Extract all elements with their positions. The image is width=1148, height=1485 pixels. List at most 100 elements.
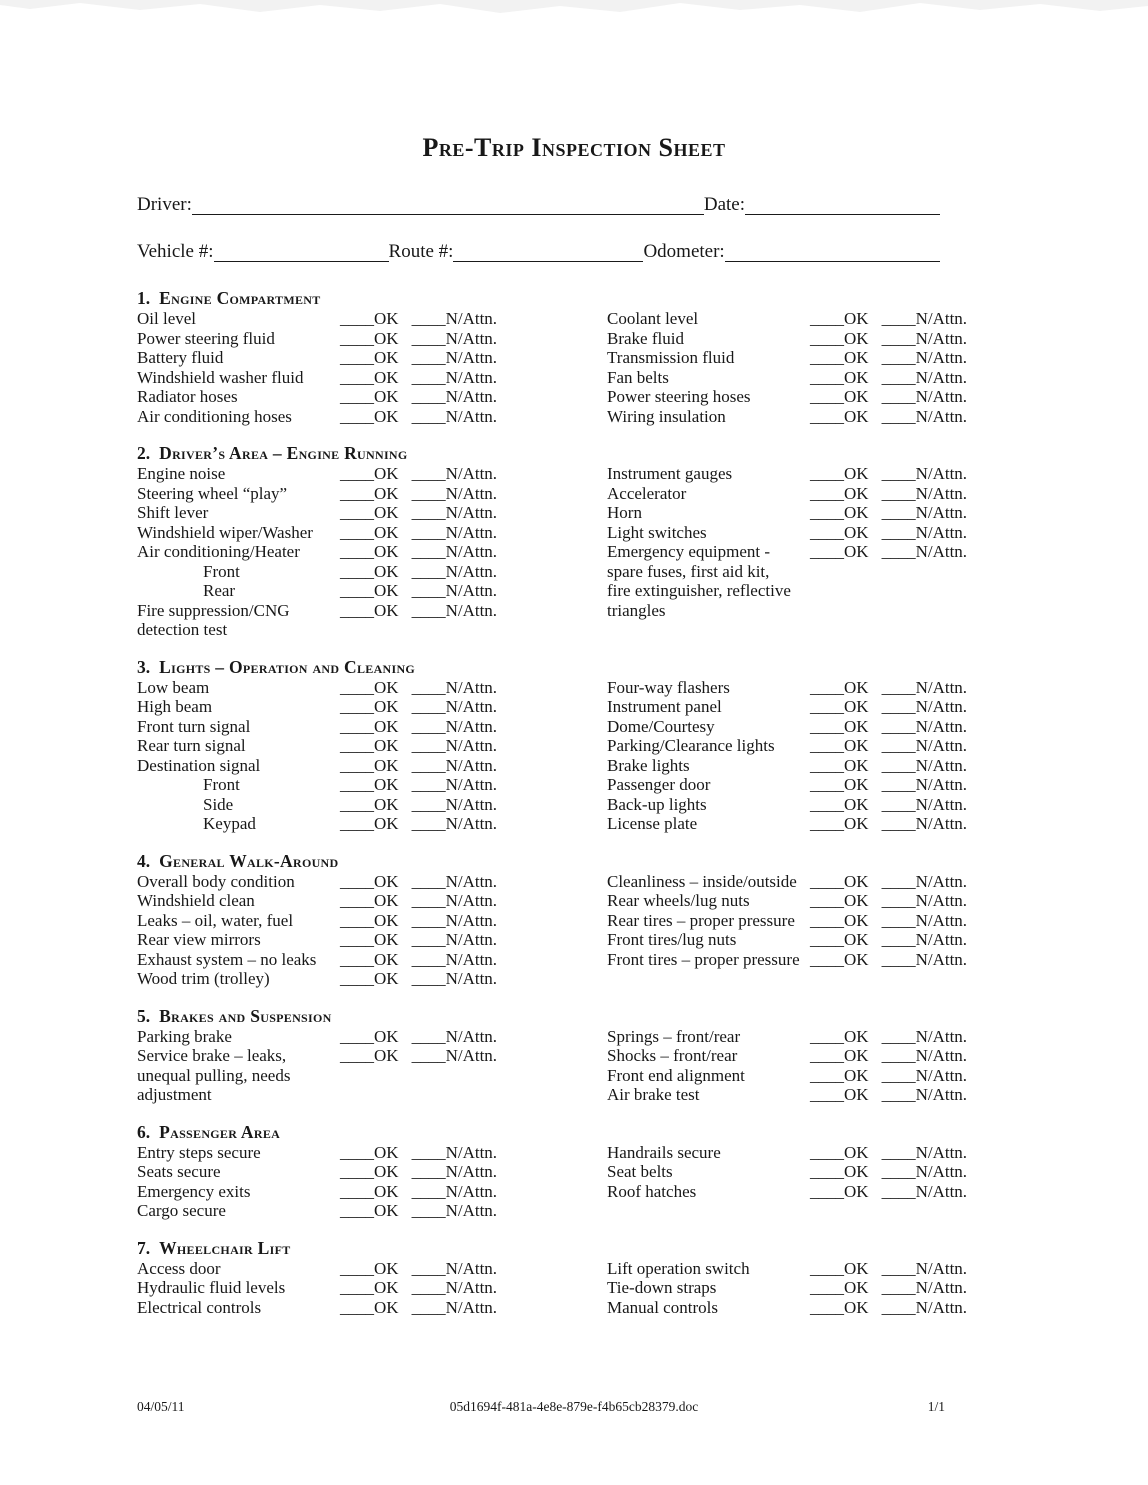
ok-blank-line: ____ <box>810 910 844 930</box>
nattn-blank-line: ____ <box>881 309 916 328</box>
ok-nattn-blanks: ____OK ____N/Attn. <box>340 542 607 562</box>
item-label: Dome/Courtesy <box>607 716 715 736</box>
item-label: Air brake test <box>607 1085 700 1104</box>
ok-blank-line: ____ <box>810 503 844 522</box>
ok-label: OK <box>844 464 869 483</box>
date-label: Date: <box>703 194 745 215</box>
item-label: Handrails secure <box>607 1142 721 1162</box>
ok-label: OK <box>374 755 399 775</box>
nattn-label: N/Attn. <box>915 755 968 775</box>
item-label: Battery fluid <box>137 348 224 367</box>
ok-blank-line: ____ <box>810 794 844 814</box>
ok-label: OK <box>844 697 869 716</box>
ok-label: OK <box>844 930 869 949</box>
item-label: Exhaust system – no leaks <box>137 949 317 969</box>
ok-nattn-blanks: ____OK ____N/Attn. <box>340 736 607 756</box>
nattn-label: N/Attn. <box>915 697 968 716</box>
nattn-label: N/Attn. <box>915 1278 968 1297</box>
ok-label: OK <box>374 930 399 949</box>
nattn-label: N/Attn. <box>445 406 498 426</box>
ok-blank-line: ____ <box>810 755 844 775</box>
ok-label: OK <box>844 328 869 348</box>
item-label: adjustment <box>137 1085 212 1104</box>
nattn-blank-line: ____ <box>411 930 446 949</box>
nattn-label: N/Attn. <box>445 1278 498 1297</box>
ok-label: OK <box>374 561 399 581</box>
nattn-label: N/Attn. <box>915 736 968 755</box>
nattn-blank-line: ____ <box>411 949 446 969</box>
odometer-label: Odometer: <box>643 241 725 262</box>
section-heading: 7. Wheelchair Lift <box>137 1237 977 1259</box>
ok-nattn-blanks: ____OK ____N/Attn. <box>810 503 970 523</box>
ok-label: OK <box>844 775 869 794</box>
ok-nattn-blanks: ____OK ____N/Attn. <box>810 911 970 931</box>
checklist-row: Cargo secure ____OK ____N/Attn. <box>137 1201 977 1221</box>
ok-blank-line: ____ <box>810 367 844 387</box>
nattn-blank-line: ____ <box>411 1297 446 1317</box>
ok-blank-line: ____ <box>810 483 844 503</box>
item-label: Four-way flashers <box>607 677 730 697</box>
item-label: Fire suppression/CNG <box>137 600 290 620</box>
checklist-row: Windshield clean ____OK ____N/Attn. Rear wh… <box>137 891 977 911</box>
nattn-blank-line: ____ <box>881 736 916 755</box>
ok-label: OK <box>374 406 399 426</box>
item-label: Light switches <box>607 522 707 542</box>
ok-label: OK <box>844 794 869 814</box>
ok-nattn-blanks: ____OK ____N/Attn. <box>340 1278 607 1298</box>
ok-nattn-blanks: ____OK ____N/Attn. <box>340 464 607 484</box>
footer-filename: 05d1694f-481a-4e8e-879e-f4b65cb28379.doc <box>449 1399 699 1414</box>
nattn-label: N/Attn. <box>445 871 498 891</box>
section-1: 1. Engine Compartment Oil level ____OK ____N… <box>137 287 977 426</box>
ok-blank-line: ____ <box>340 561 374 581</box>
ok-label: OK <box>844 483 869 503</box>
item-label: Hydraulic fluid levels <box>137 1278 286 1297</box>
checklist-row: unequal pulling, needs Front end alignmen… <box>137 1066 977 1086</box>
nattn-blank-line: ____ <box>881 406 916 426</box>
ok-blank-line: ____ <box>340 367 374 387</box>
nattn-label: N/Attn. <box>915 814 968 833</box>
ok-label: OK <box>374 309 399 328</box>
ok-blank-line: ____ <box>810 1258 844 1278</box>
nattn-label: N/Attn. <box>445 1026 498 1046</box>
item-label: Keypad <box>203 814 256 833</box>
nattn-label: N/Attn. <box>915 1026 968 1046</box>
nattn-blank-line: ____ <box>411 1258 446 1278</box>
ok-nattn-blanks: ____OK ____N/Attn. <box>340 678 607 698</box>
nattn-blank-line: ____ <box>881 328 916 348</box>
ok-label: OK <box>844 1258 869 1278</box>
item-label: Seat belts <box>607 1162 673 1181</box>
ok-label: OK <box>844 406 869 426</box>
checklist-row: Seats secure ____OK ____N/Attn. Seat belts _… <box>137 1162 977 1182</box>
item-label: Back-up lights <box>607 794 707 814</box>
checklist-row: Overall body condition ____OK ____N/Attn. C… <box>137 872 977 892</box>
ok-blank-line: ____ <box>810 1065 844 1085</box>
item-label: Instrument panel <box>607 697 722 716</box>
nattn-blank-line: ____ <box>881 930 916 949</box>
nattn-label: N/Attn. <box>915 503 968 522</box>
ok-nattn-blanks: ____OK ____N/Attn. <box>810 736 970 756</box>
nattn-blank-line: ____ <box>411 328 446 348</box>
nattn-blank-line: ____ <box>881 814 916 833</box>
item-label: Wiring insulation <box>607 406 726 426</box>
nattn-blank-line: ____ <box>411 309 446 328</box>
odometer-blank-line <box>724 245 940 262</box>
nattn-blank-line: ____ <box>411 1201 446 1220</box>
ok-label: OK <box>374 891 399 910</box>
ok-blank-line: ____ <box>340 891 374 910</box>
ok-nattn-blanks: ____OK ____N/Attn. <box>340 1046 607 1066</box>
nattn-blank-line: ____ <box>881 910 916 930</box>
nattn-blank-line: ____ <box>411 1181 446 1201</box>
ok-blank-line: ____ <box>810 736 844 755</box>
ok-label: OK <box>374 736 399 755</box>
nattn-label: N/Attn. <box>445 755 498 775</box>
ok-nattn-blanks: ____OK ____N/Attn. <box>340 387 607 407</box>
item-label: detection test <box>137 620 228 639</box>
ok-nattn-blanks: ____OK ____N/Attn. <box>810 950 970 970</box>
route-label: Route #: <box>388 241 454 262</box>
ok-label: OK <box>844 814 869 833</box>
ok-blank-line: ____ <box>810 1142 844 1162</box>
ok-label: OK <box>844 871 869 891</box>
ok-nattn-blanks: ____OK ____N/Attn. <box>810 329 970 349</box>
ok-blank-line: ____ <box>810 348 844 367</box>
item-label: Windshield clean <box>137 891 255 910</box>
